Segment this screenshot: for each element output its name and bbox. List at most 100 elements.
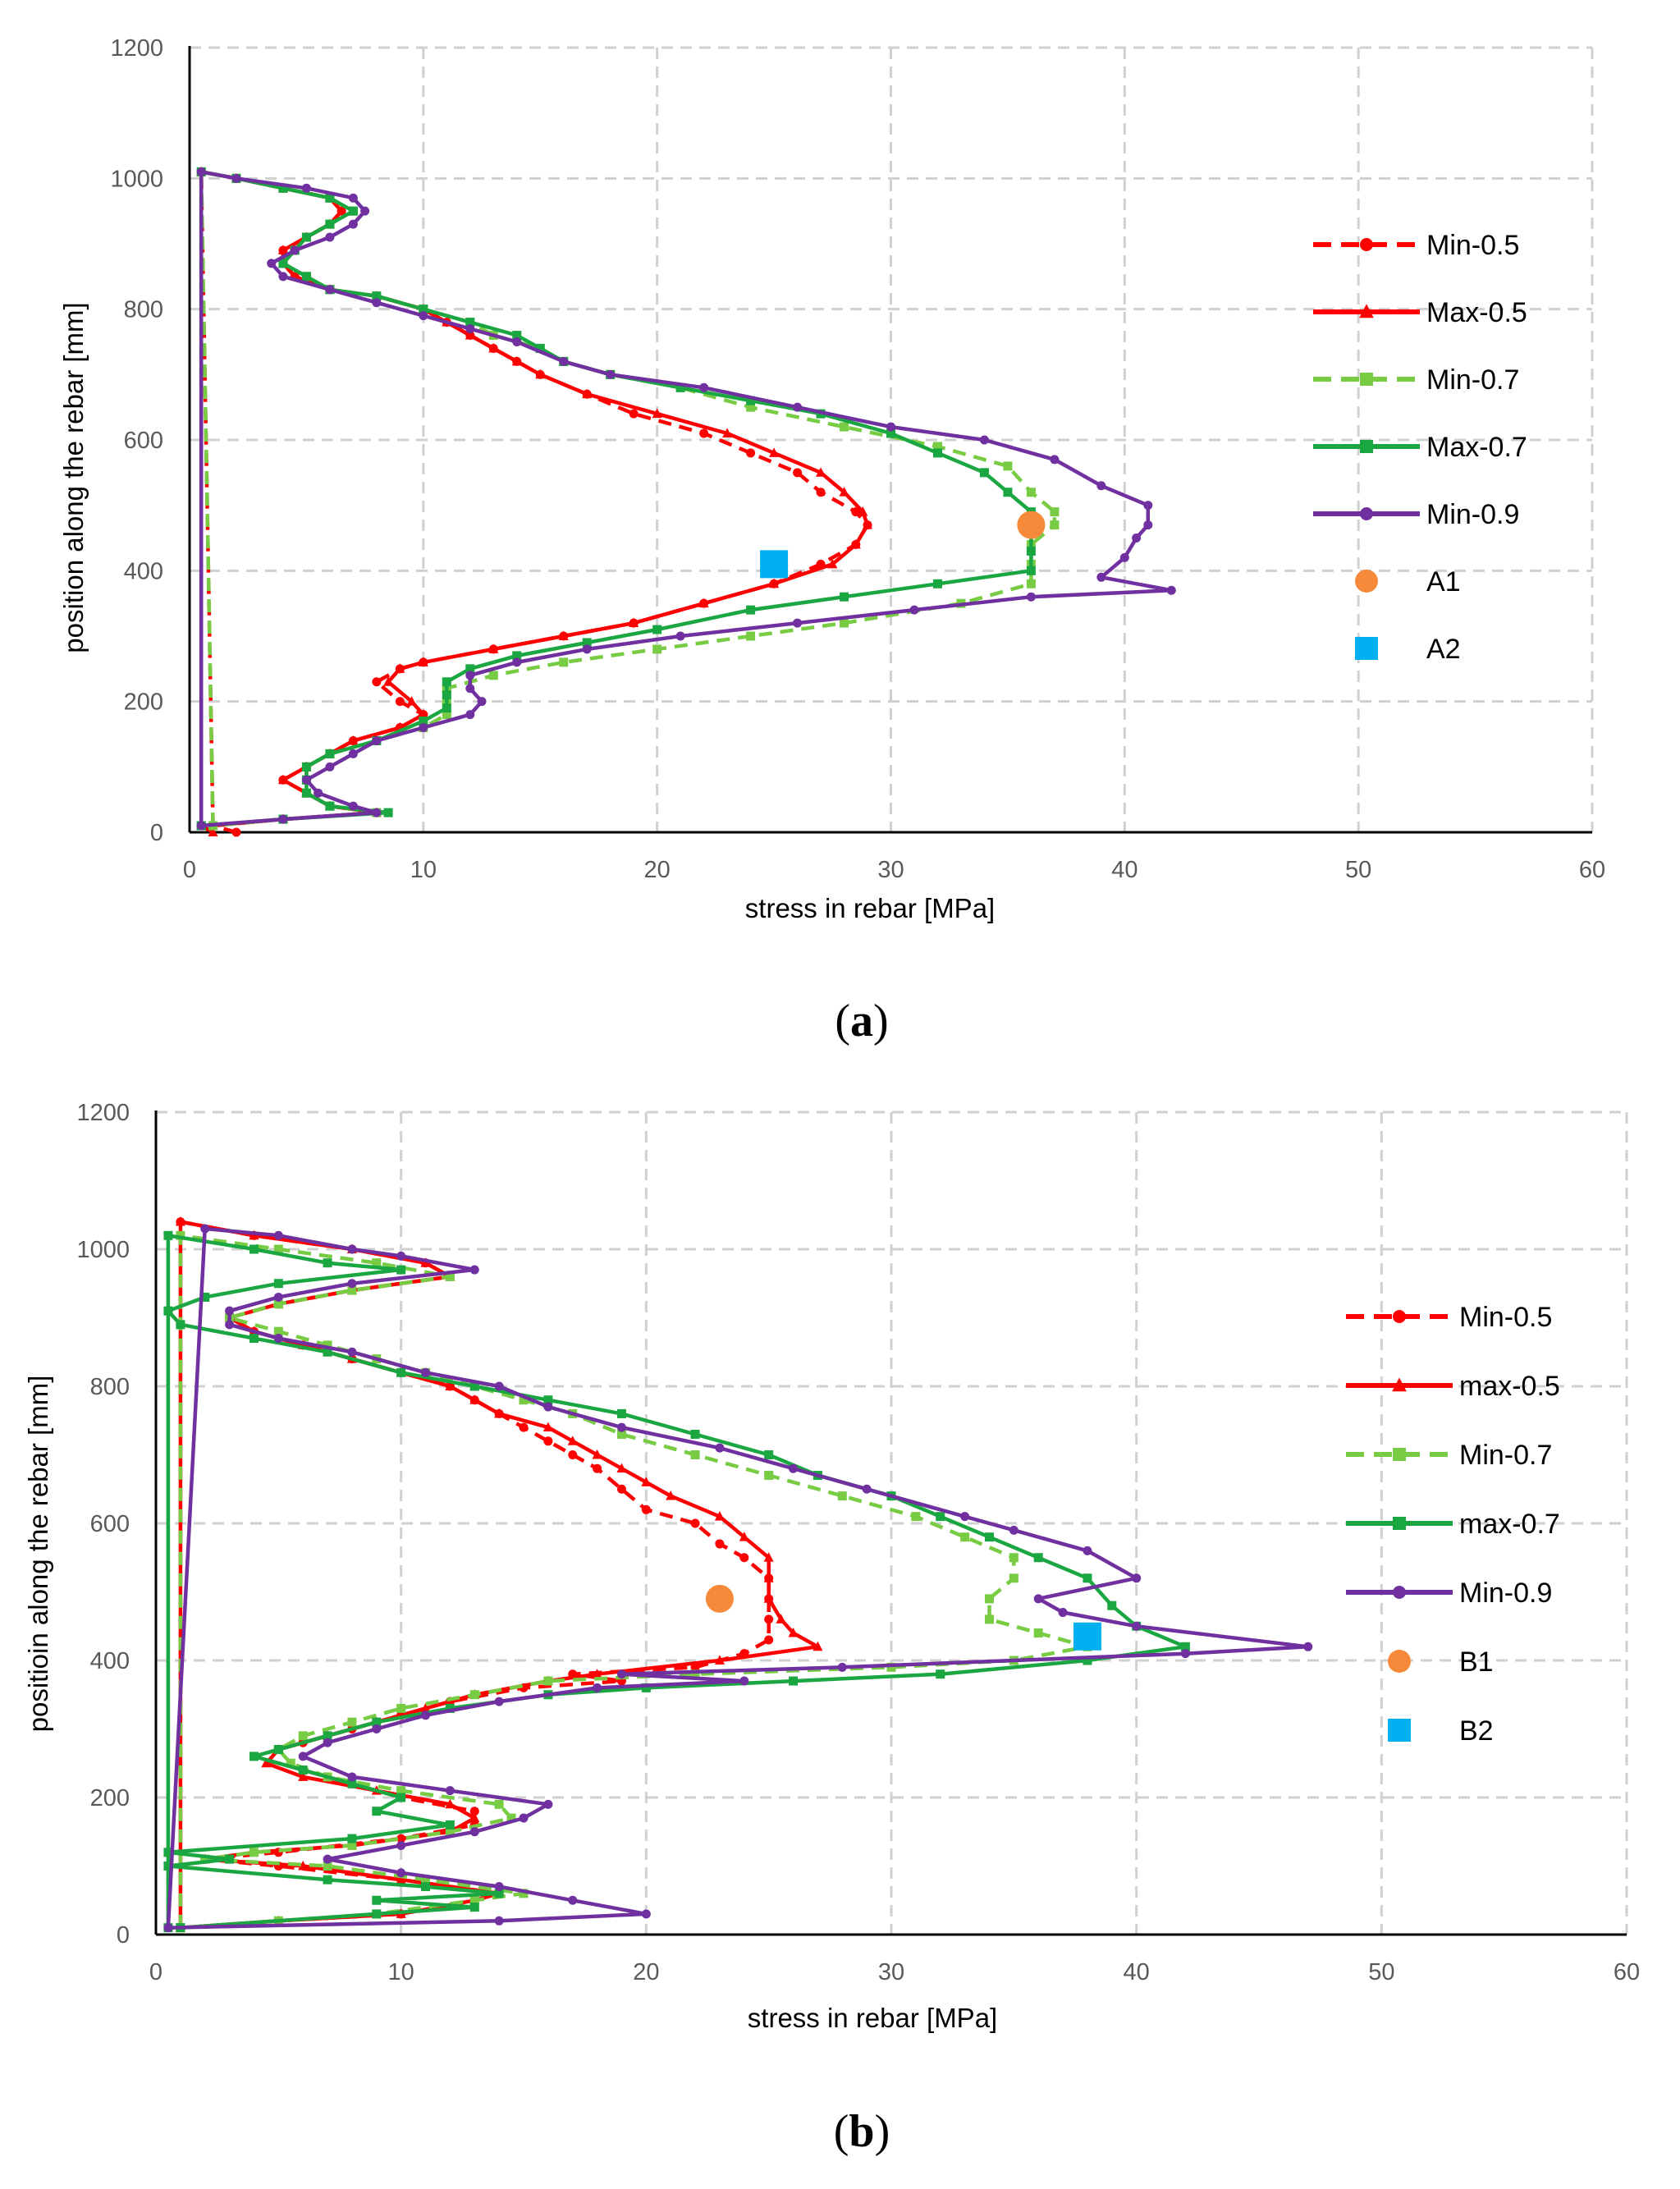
chart-b-point-max-0.7-49: [469, 1903, 479, 1912]
chart-b-point-max-0.7-19: [936, 1512, 945, 1522]
chart-b-point-max-0.7-31: [445, 1703, 455, 1713]
chart-b-panel-letter: b: [849, 2106, 874, 2157]
chart-b-point-max-0.7-46: [421, 1882, 431, 1892]
chart-b-xtick-label-0: 0: [149, 1959, 163, 1985]
chart-b-point-max-0.5-47: [298, 1860, 309, 1871]
chart-b-point-min-0.9-5: [469, 1265, 479, 1275]
chart-a-point-max-0.5-44: [277, 774, 288, 785]
chart-b-point-min-0.7-9: [323, 1340, 332, 1350]
chart-b-point-min-0.7-28: [886, 1662, 896, 1672]
chart-a-point-min-0.9-29: [1166, 585, 1176, 595]
chart-a-point-min-0.9-8: [290, 245, 300, 255]
chart-a-point-max-0.7-46: [325, 801, 335, 811]
chart-a-point-min-0.7-20: [746, 402, 756, 412]
chart-b-point-min-0.9-38: [445, 1786, 455, 1796]
chart-b-point-max-0.5-21: [666, 1491, 676, 1500]
chart-b-xtick-label-3: 30: [878, 1959, 904, 1985]
chart-a-point-min-0.9-2: [231, 173, 241, 183]
chart-b-legend-marker-min-0.9: [1393, 1586, 1406, 1599]
chart-b-point-max-0.5-24: [763, 1552, 774, 1562]
chart-a-point-max-0.5-21: [652, 408, 662, 419]
chart-a-point-max-0.5-24: [816, 467, 826, 477]
chart-b-point-max-0.7-27: [936, 1669, 945, 1679]
chart-b-point-max-0.7-22: [1083, 1573, 1092, 1583]
chart-a-legend-item-a2: A2: [1355, 634, 1461, 665]
chart-b-legend-label-min-0.9: Min-0.9: [1459, 1578, 1552, 1609]
chart-b-ylabel: positioin along the rebar [mm]: [23, 1376, 53, 1733]
chart-b-point-max-0.7-7: [163, 1306, 173, 1316]
chart-a-point-min-0.9-23: [1096, 481, 1106, 491]
chart-b-point-max-0.5-31: [592, 1669, 602, 1678]
chart-a-point-min-0.9-42: [348, 749, 358, 758]
chart-b-point-max-0.7-35: [249, 1752, 259, 1761]
chart-b-point-min-0.7-47: [519, 1889, 529, 1898]
chart-a-point-min-0.7-25: [1050, 507, 1060, 517]
chart-b-point-max-0.7-5: [273, 1279, 283, 1289]
chart-a-xtick-label-1: 10: [410, 857, 437, 883]
chart-b-point-min-0.9-45: [494, 1882, 504, 1892]
chart-b-point-min-0.7-31: [469, 1690, 479, 1700]
chart-a-point-min-0.9-43: [325, 762, 335, 772]
chart-b-point-min-0.9-31: [593, 1683, 602, 1692]
chart-b-point-min-0.7-19: [911, 1512, 921, 1522]
chart-a-point-min-0.9-6: [348, 219, 358, 229]
chart-b-point-max-0.7-29: [641, 1683, 651, 1692]
chart-b-legend: Min-0.5 max-0.5 Min-0.7 max-0.7 Min-0.9 B1 B2: [1346, 1302, 1560, 1747]
chart-b-point-min-0.7-17: [764, 1471, 774, 1481]
chart-b-point-max-0.7-23: [1107, 1601, 1117, 1610]
chart-a-point-min-0.7-32: [746, 631, 756, 641]
chart-a-point-max-0.7-30: [932, 579, 942, 588]
chart-b-point-max-0.7-41: [347, 1834, 357, 1843]
chart-b-point-min-0.7-22: [1009, 1573, 1019, 1583]
chart-b-point-min-0.7-20: [960, 1532, 970, 1542]
chart-b-point-min-0.9-26: [1303, 1642, 1313, 1651]
chart-b-point-min-0.7-13: [519, 1395, 529, 1405]
chart-b-point-min-0.7-16: [690, 1450, 700, 1459]
chart-b-point-max-0.7-25: [1180, 1642, 1190, 1651]
chart-a-point-min-0.9-11: [325, 285, 335, 295]
chart-b-point-max-0.7-32: [372, 1717, 382, 1727]
chart-a-point-min-0.9-19: [793, 402, 803, 412]
chart-a-point-max-0.7-35: [512, 651, 522, 661]
chart-a-point-max-0.7-39: [442, 703, 451, 713]
chart-b-point-max-0.5-25: [763, 1573, 774, 1582]
chart-b-point-min-0.9-39: [543, 1799, 553, 1809]
chart-a-point-min-0.9-12: [372, 298, 382, 308]
chart-b-line-max-0.7: [166, 1234, 1188, 1930]
chart-a-point-min-0.7-31: [840, 618, 849, 628]
chart-b-legend-label-min-0.5: Min-0.5: [1459, 1302, 1552, 1333]
chart-b-point-max-0.7-33: [323, 1731, 332, 1741]
chart-b-point-max-0.5-48: [396, 1874, 406, 1884]
chart-a-point-min-0.9-35: [512, 657, 522, 667]
chart-a-legend-label-min-0.9: Min-0.9: [1426, 499, 1519, 530]
chart-a-point-min-0.7-33: [652, 644, 662, 654]
chart-b-legend-marker-min-0.7: [1393, 1448, 1406, 1461]
chart-b-point-max-0.5-27: [776, 1614, 786, 1623]
chart-a-point-min-0.5-21: [629, 409, 639, 419]
chart-b-point-min-0.9-40: [519, 1813, 529, 1823]
chart-a-point-min-0.9-41: [372, 735, 382, 745]
chart-a-xlabel: stress in rebar [MPa]: [745, 893, 995, 923]
chart-b-xtick-label-4: 40: [1124, 1959, 1150, 1985]
chart-b-point-min-0.5-20: [616, 1484, 626, 1494]
chart-b-ytick-label-2: 400: [90, 1648, 130, 1674]
chart-a-point-min-0.9-20: [886, 422, 895, 432]
chart-a-legend-label-min-0.5: Min-0.5: [1426, 230, 1519, 261]
chart-a-xtick-label-4: 40: [1111, 857, 1138, 883]
chart-b-point-max-0.7-36: [298, 1765, 308, 1775]
chart-a-point-max-0.7-20: [746, 396, 756, 405]
chart-a-point-min-0.9-34: [582, 644, 592, 654]
chart-a-point-min-0.7-34: [559, 657, 569, 667]
chart-b-point-max-0.7-44: [163, 1862, 173, 1871]
chart-a-point-min-0.9-38: [477, 697, 487, 707]
chart-b-point-min-0.9-46: [568, 1895, 578, 1905]
chart-a-point-min-0.9-48: [278, 814, 288, 824]
chart-b-point-min-0.7-15: [616, 1429, 626, 1439]
chart-b-point-min-0.7-39: [494, 1799, 504, 1809]
chart-b-ytick-label-1: 200: [90, 1785, 130, 1811]
chart-a-point-max-0.7-9: [278, 259, 288, 268]
chart-b-point-min-0.9-29: [616, 1669, 626, 1679]
chart-b-point-max-0.5-38: [261, 1757, 272, 1768]
